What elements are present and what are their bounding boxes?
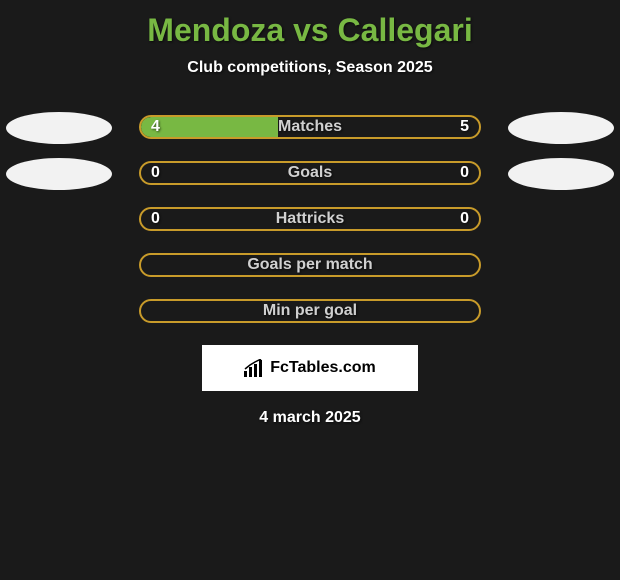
logo-box: FcTables.com xyxy=(202,345,418,391)
stat-bar: Hattricks0 0 xyxy=(139,207,481,231)
stat-label: Matches xyxy=(141,117,479,137)
logo-text: FcTables.com xyxy=(270,359,376,377)
date: 4 march 2025 xyxy=(0,409,620,427)
stat-label: Hattricks xyxy=(141,209,479,229)
stat-right-value: 5 xyxy=(460,117,469,137)
stat-label: Min per goal xyxy=(141,301,479,321)
stat-label: Goals per match xyxy=(141,255,479,275)
stat-bar: Goals per match xyxy=(139,253,481,277)
stat-row: Min per goal xyxy=(0,299,620,325)
stat-bar: Min per goal xyxy=(139,299,481,323)
stat-left-value: 0 xyxy=(151,209,160,229)
stat-right-value: 0 xyxy=(460,163,469,183)
stats-rows: Matches45Goals00Hattricks00Goals per mat… xyxy=(0,115,620,325)
stat-bar: Matches4 5 xyxy=(139,115,481,139)
right-ellipse xyxy=(508,112,614,144)
stat-row: Goals per match xyxy=(0,253,620,279)
stat-left-value: 4 xyxy=(151,117,160,137)
page-subtitle: Club competitions, Season 2025 xyxy=(0,59,620,77)
stat-row: Hattricks0 0 xyxy=(0,207,620,233)
stat-right-value: 0 xyxy=(460,209,469,229)
logo: FcTables.com xyxy=(244,359,376,377)
chart-icon xyxy=(244,359,266,377)
left-ellipse xyxy=(6,158,112,190)
title-vs: vs xyxy=(293,12,329,48)
page-title: Mendoza vs Callegari xyxy=(0,0,620,49)
stat-bar: Goals0 0 xyxy=(139,161,481,185)
title-right: Callegari xyxy=(338,12,473,48)
left-ellipse xyxy=(6,112,112,144)
right-ellipse xyxy=(508,158,614,190)
stat-left-value: 0 xyxy=(151,163,160,183)
stat-label: Goals xyxy=(141,163,479,183)
stat-row: Goals0 0 xyxy=(0,161,620,187)
stat-row: Matches4 5 xyxy=(0,115,620,141)
title-left: Mendoza xyxy=(147,12,284,48)
